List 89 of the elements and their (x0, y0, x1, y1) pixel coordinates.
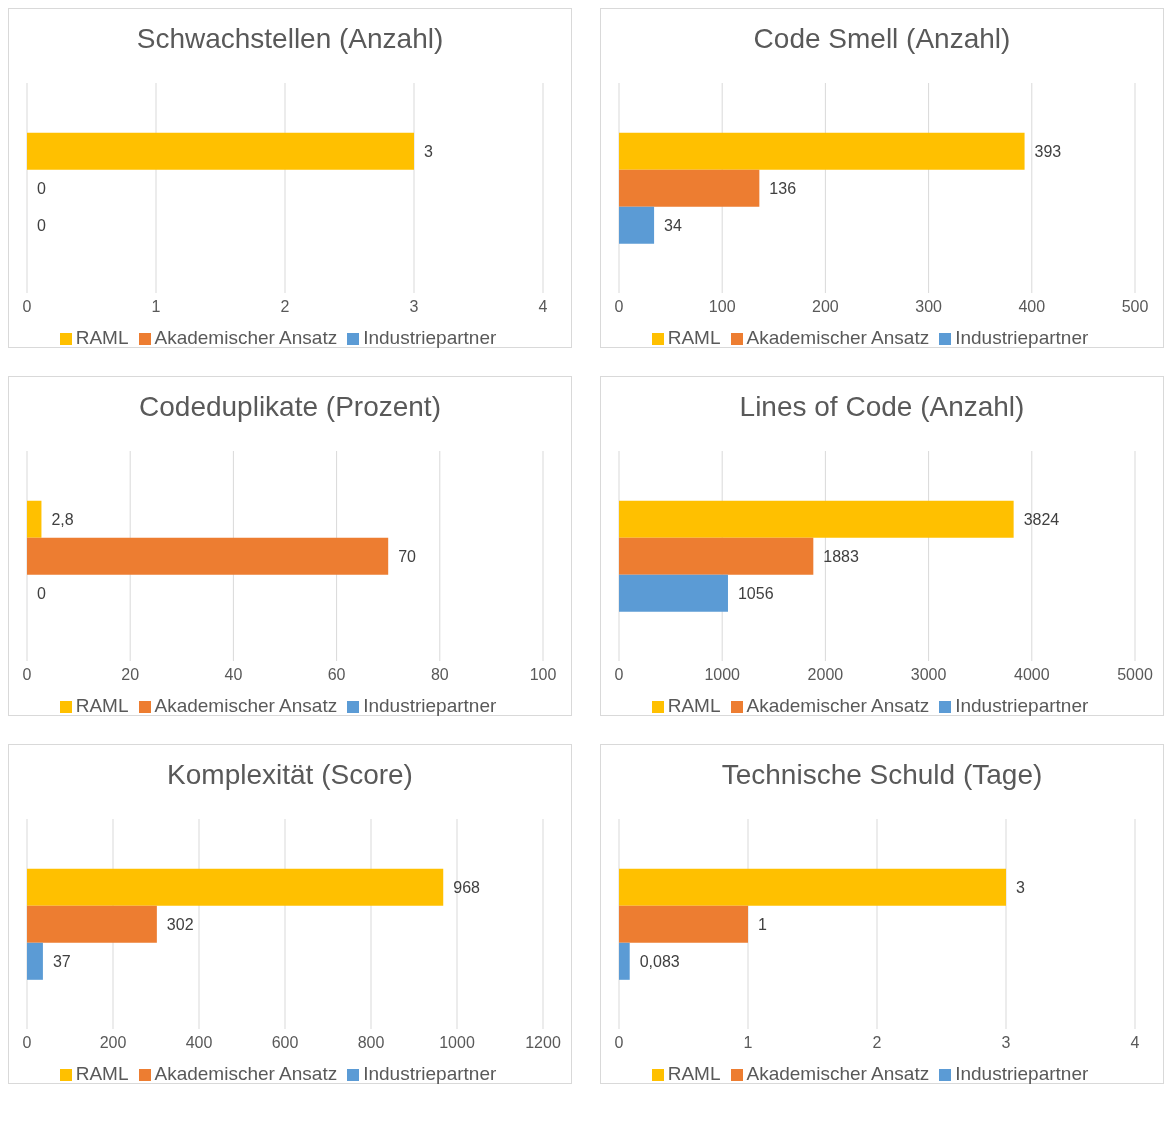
bar (619, 905, 748, 943)
x-tick-label: 200 (812, 298, 839, 316)
legend-label: RAML (667, 327, 721, 348)
x-tick-label: 100 (708, 298, 736, 316)
x-tick-label: 1 (743, 1034, 753, 1052)
legend-label: RAML (667, 1063, 721, 1084)
chart-title: Komplexität (Score) (166, 758, 414, 792)
data-label: 0,083 (639, 952, 680, 970)
bar (619, 132, 1025, 170)
x-tick-label: 2 (280, 298, 290, 316)
data-label: 3 (424, 142, 433, 160)
data-label: 37 (52, 952, 71, 970)
chart-title: Lines of Code (Anzahl) (738, 390, 1026, 424)
bar (619, 942, 630, 980)
legend-label: RAML (75, 327, 129, 348)
x-tick-label: 0 (22, 666, 32, 684)
bar (619, 169, 760, 207)
x-tick-label: 3 (409, 298, 419, 316)
bar (619, 206, 655, 244)
legend-label: Akademischer Ansatz (154, 327, 338, 348)
data-label: 3 (1016, 878, 1025, 896)
data-label: 1883 (823, 547, 860, 565)
legend-label: Industriepartner (955, 1063, 1089, 1084)
x-tick-label: 300 (915, 298, 943, 316)
legend-label: Industriepartner (955, 327, 1089, 348)
x-tick-label: 100 (529, 666, 557, 684)
legend-label: RAML (75, 1063, 129, 1084)
legend-label: Akademischer Ansatz (746, 695, 930, 716)
data-label: 70 (398, 547, 417, 565)
bar (27, 905, 157, 943)
bar (619, 574, 728, 612)
x-tick-label: 400 (1018, 298, 1046, 316)
x-tick-label: 400 (185, 1034, 213, 1052)
chart-title: Codeduplikate (Prozent) (138, 390, 442, 424)
x-tick-label: 0 (22, 298, 32, 316)
bar (619, 868, 1006, 906)
data-label: 393 (1034, 142, 1062, 160)
x-tick-label: 200 (99, 1034, 127, 1052)
legend-label: Akademischer Ansatz (154, 695, 338, 716)
data-label: 968 (453, 878, 481, 896)
x-tick-label: 0 (22, 1034, 32, 1052)
data-label: 0 (37, 179, 47, 197)
x-tick-label: 3000 (910, 666, 947, 684)
x-tick-label: 0 (614, 298, 624, 316)
legend-label: Akademischer Ansatz (746, 327, 930, 348)
x-tick-label: 4000 (1014, 666, 1050, 684)
bar (27, 868, 444, 906)
data-label: 3824 (1023, 510, 1060, 528)
x-tick-label: 0 (614, 1034, 624, 1052)
legend-label: Akademischer Ansatz (154, 1063, 338, 1084)
data-label: 2,8 (51, 510, 74, 528)
x-tick-label: 60 (327, 666, 346, 684)
bar (619, 500, 1014, 538)
x-tick-label: 2000 (807, 666, 844, 684)
x-tick-label: 2 (872, 1034, 882, 1052)
bar (619, 537, 814, 575)
x-tick-label: 40 (224, 666, 243, 684)
x-tick-label: 1000 (439, 1034, 475, 1052)
legend-label: Industriepartner (363, 327, 497, 348)
x-tick-label: 80 (430, 666, 449, 684)
legend-label: Industriepartner (955, 695, 1089, 716)
data-label: 34 (664, 216, 682, 234)
x-tick-label: 20 (121, 666, 140, 684)
data-label: 0 (37, 584, 47, 602)
x-tick-label: 600 (271, 1034, 299, 1052)
legend-label: RAML (75, 695, 129, 716)
x-tick-label: 1200 (525, 1034, 561, 1052)
chart-title: Technische Schuld (Tage) (720, 758, 1044, 792)
x-tick-label: 4 (538, 298, 548, 316)
data-label: 0 (37, 216, 47, 234)
legend-label: Akademischer Ansatz (746, 1063, 930, 1084)
x-tick-label: 4 (1130, 1034, 1140, 1052)
legend-label: RAML (667, 695, 721, 716)
chart-title: Schwachstellen (Anzahl) (135, 22, 445, 56)
legend-label: Industriepartner (363, 1063, 497, 1084)
x-tick-label: 500 (1121, 298, 1149, 316)
data-label: 136 (769, 179, 797, 197)
bar (27, 942, 43, 980)
chart-title: Code Smell (Anzahl) (752, 22, 1012, 56)
x-tick-label: 3 (1001, 1034, 1011, 1052)
data-label: 1056 (737, 584, 774, 602)
x-tick-label: 800 (357, 1034, 385, 1052)
data-label: 1 (758, 915, 767, 933)
data-label: 302 (166, 915, 194, 933)
x-tick-label: 1000 (704, 666, 741, 684)
x-tick-label: 0 (614, 666, 624, 684)
legend-label: Industriepartner (363, 695, 497, 716)
x-tick-label: 5000 (1117, 666, 1153, 684)
x-tick-label: 1 (151, 298, 161, 316)
